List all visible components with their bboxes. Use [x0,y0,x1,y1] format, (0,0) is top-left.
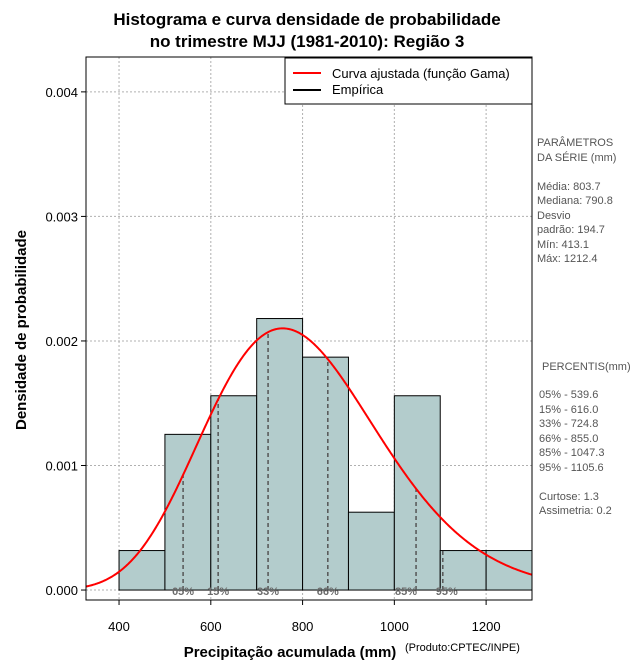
percentiles-panel: 05% - 539.6 15% - 616.0 33% - 724.8 66% … [539,388,612,519]
params-title: PARÂMETROS [537,137,614,149]
stat-min: Mín: 413.1 [537,238,589,251]
x-tick-label-1000: 1000 [380,619,409,634]
histogram-bar-9 [485,550,533,591]
percentile-05: 05% - 539.6 [539,389,599,401]
stat-desvio-value: padrão: 194.7 [537,224,605,236]
legend-label-empirical: Empírica [332,82,384,97]
histogram-bar-4 [256,318,304,591]
histogram-bar-7 [393,395,441,591]
percentile-lines [182,332,444,591]
y-tick-label-0.002: 0.002 [45,334,78,349]
x-tick-label-600: 600 [200,619,222,634]
y-tick-label-0.003: 0.003 [45,209,78,224]
x-tick-label-800: 800 [292,619,314,634]
y-axis: 0.000 0.001 0.002 0.003 0.004 [45,85,86,598]
percentile-15: 15% - 616.0 [539,403,599,416]
stat-mediana: Mediana: 790.8 [537,195,613,207]
percentile-label-85: 85% [395,586,417,598]
plot-frame [85,56,533,601]
params-subtitle: DA SÉRIE (mm) [537,151,617,164]
histogram-bar-8 [439,550,487,591]
y-axis-label: Densidade de probabilidade [13,230,30,430]
legend-box [284,57,533,105]
stat-media: Média: 803.7 [537,180,601,193]
histogram-bar-5 [302,356,349,591]
percentile-85: 85% - 1047.3 [539,447,605,459]
percentile-label-15: 15% [207,586,229,598]
histogram-bars [118,318,533,591]
x-tick-label-1200: 1200 [472,619,501,634]
percentiles-title: PERCENTIS(mm) [542,360,631,375]
x-axis: 400 600 800 1000 1200 [108,600,501,634]
stat-assimetria: Assimetria: 0.2 [539,505,612,517]
percentile-95: 95% - 1105.6 [539,461,604,474]
series-parameters-panel: PARÂMETROS DA SÉRIE (mm) Média: 803.7 Me… [537,136,616,267]
x-tick-label-400: 400 [108,619,130,634]
x-axis-label: Precipitação acumulada (mm) [184,644,397,660]
stat-max: Máx: 1212.4 [537,253,598,265]
fitted-gamma-curve [85,327,533,588]
percentile-label-95: 95% [436,586,458,598]
y-tick-label-0.004: 0.004 [45,85,78,100]
percentile-66: 66% - 855.0 [539,432,599,445]
percentile-label-05: 05% [172,586,194,598]
percentis-heading: PERCENTIS(mm) [542,361,631,373]
chart-title-line-2: no trimestre MJJ (1981-2010): Região 3 [150,32,465,51]
chart-title-line-1: Histograma e curva densidade de probabil… [113,10,500,29]
stat-desvio-label: Desvio [537,209,571,222]
histogram-bar-6 [347,511,395,591]
legend: Curva ajustada (função Gama) Empírica [284,57,533,105]
stat-curtose: Curtose: 1.3 [539,490,599,503]
histogram-bar-2 [164,433,212,591]
legend-label-fitted: Curva ajustada (função Gama) [332,66,510,81]
y-tick-label-0.000: 0.000 [45,583,78,598]
y-tick-label-0.001: 0.001 [45,458,78,473]
product-credit: (Produto:CPTEC/INPE) [405,642,520,654]
percentile-33: 33% - 724.8 [539,418,599,430]
percentile-label-66: 66% [317,586,339,598]
percentile-labels: 05% 15% 33% 66% 85% 95% [172,586,458,598]
histogram-bar-1 [118,550,166,591]
percentile-label-33: 33% [257,586,279,598]
